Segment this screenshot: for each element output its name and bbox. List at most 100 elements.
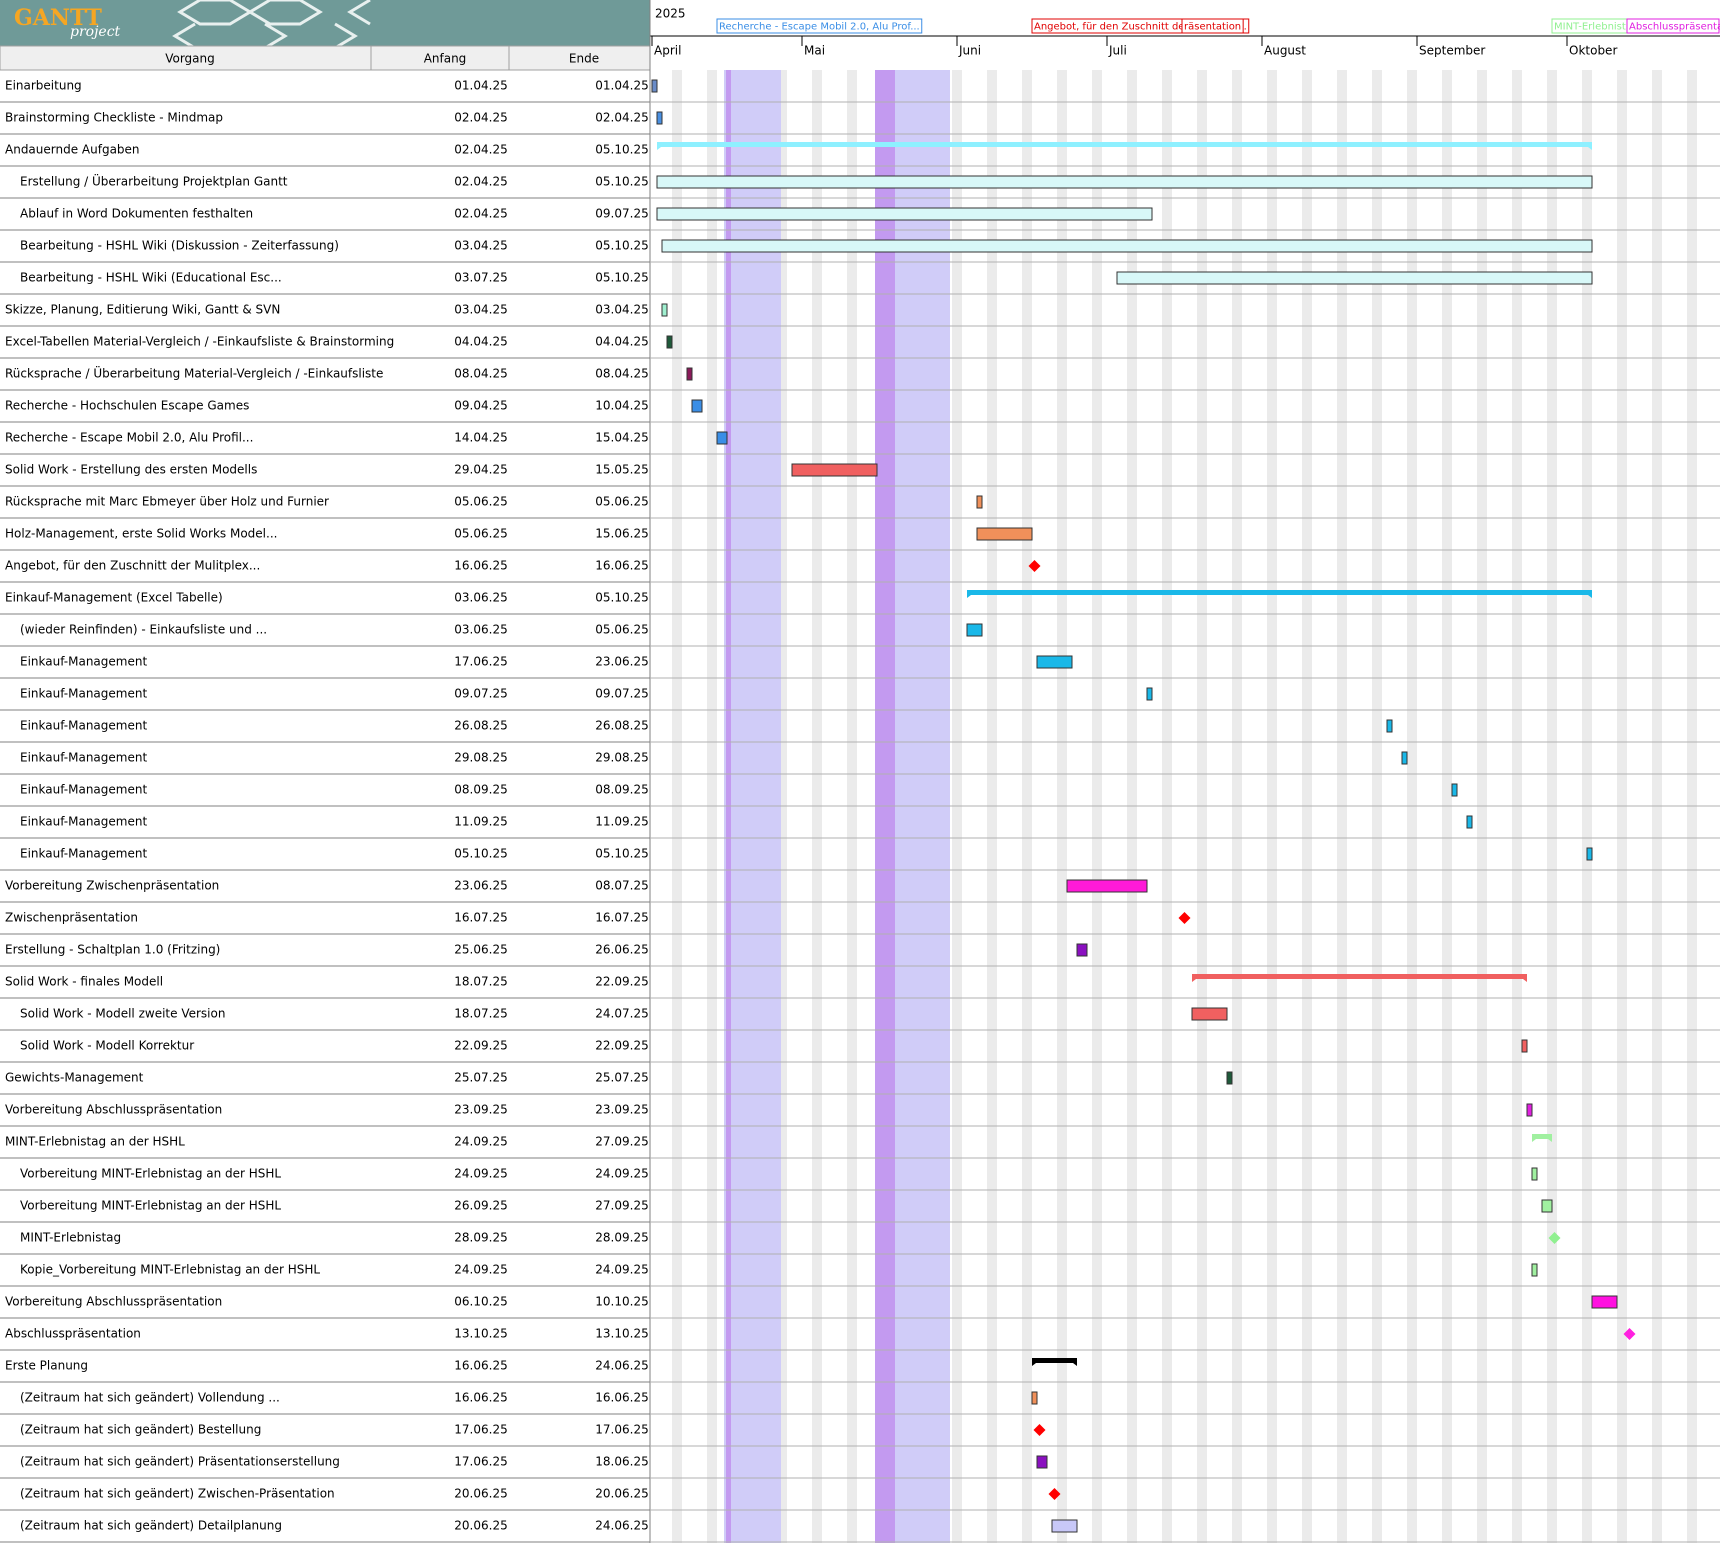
month-label: Oktober [1569, 44, 1617, 58]
task-start: 26.08.25 [454, 719, 507, 733]
task-name: Einkauf-Management [20, 815, 147, 829]
task-name: Zwischenpräsentation [5, 911, 138, 925]
task-start: 03.04.25 [454, 239, 507, 253]
task-name: MINT-Erlebnistag an der HSHL [5, 1135, 185, 1149]
task-name: Abschlusspräsentation [5, 1327, 141, 1341]
task-name: (Zeitraum hat sich geändert) Vollendung … [20, 1391, 280, 1405]
timeline-label-box [1626, 18, 1720, 34]
task-name: Vorbereitung Abschlusspräsentation [5, 1295, 222, 1309]
task-name: (Zeitraum hat sich geändert) Präsentatio… [20, 1455, 340, 1469]
task-end: 09.07.25 [595, 687, 648, 701]
task-start: 03.06.25 [454, 591, 507, 605]
task-bar [976, 495, 983, 509]
task-name: Einkauf-Management [20, 687, 147, 701]
task-bar [1466, 815, 1473, 829]
milestone [1178, 912, 1191, 924]
task-name: Vorbereitung Zwischenpräsentation [5, 879, 219, 893]
task-end: 05.10.25 [595, 271, 648, 285]
task-end: 16.07.25 [595, 911, 648, 925]
task-start: 23.06.25 [454, 879, 507, 893]
task-name: (Zeitraum hat sich geändert) Zwischen-Pr… [20, 1487, 335, 1501]
task-bar [1531, 1167, 1538, 1181]
task-start: 02.04.25 [454, 175, 507, 189]
task-name: MINT-Erlebnistag [20, 1231, 121, 1245]
task-bar [1031, 1391, 1038, 1405]
task-end: 24.06.25 [595, 1519, 648, 1533]
task-bar [1531, 1263, 1538, 1277]
task-start: 24.09.25 [454, 1263, 507, 1277]
task-start: 26.09.25 [454, 1199, 507, 1213]
task-start: 08.04.25 [454, 367, 507, 381]
task-end: 28.09.25 [595, 1231, 648, 1245]
task-name: Einkauf-Management (Excel Tabelle) [5, 591, 223, 605]
timeline-label-box [716, 18, 923, 34]
month-label: April [654, 44, 681, 58]
task-name: Ablauf in Word Dokumenten festhalten [20, 207, 253, 221]
task-name: Holz-Management, erste Solid Works Model… [5, 527, 277, 541]
task-start: 02.04.25 [454, 207, 507, 221]
task-start: 16.06.25 [454, 1359, 507, 1373]
task-name: Einarbeitung [5, 79, 82, 93]
task-start: 09.04.25 [454, 399, 507, 413]
task-end: 22.09.25 [595, 975, 648, 989]
task-end: 05.10.25 [595, 591, 648, 605]
summary-bar [967, 590, 1592, 598]
task-bar [1076, 943, 1088, 957]
task-end: 23.09.25 [595, 1103, 648, 1117]
task-end: 17.06.25 [595, 1423, 648, 1437]
task-end: 15.06.25 [595, 527, 648, 541]
task-start: 17.06.25 [454, 1455, 507, 1469]
task-start: 03.04.25 [454, 303, 507, 317]
task-end: 15.04.25 [595, 431, 648, 445]
task-name: Solid Work - Modell Korrektur [20, 1039, 194, 1053]
task-end: 08.07.25 [595, 879, 648, 893]
task-bar [716, 431, 728, 445]
month-label: August [1264, 44, 1306, 58]
task-bar [1036, 655, 1073, 669]
task-name: Erstellung - Schaltplan 1.0 (Fritzing) [5, 943, 220, 957]
task-start: 18.07.25 [454, 975, 507, 989]
milestone [1033, 1424, 1046, 1436]
task-name: Skizze, Planung, Editierung Wiki, Gantt … [5, 303, 280, 317]
task-name: Bearbeitung - HSHL Wiki (Educational Esc… [20, 271, 282, 285]
task-start: 16.06.25 [454, 559, 507, 573]
task-name: Einkauf-Management [20, 655, 147, 669]
task-start: 05.10.25 [454, 847, 507, 861]
task-start: 25.06.25 [454, 943, 507, 957]
task-start: 02.04.25 [454, 143, 507, 157]
task-end: 24.06.25 [595, 1359, 648, 1373]
task-bar [1591, 1295, 1618, 1309]
task-start: 20.06.25 [454, 1519, 507, 1533]
task-name: Angebot, für den Zuschnitt der Mulitplex… [5, 559, 260, 573]
task-bar [976, 527, 1033, 541]
timeline-label: Recherche - Escape Mobil 2.0, Alu Prof..… [719, 22, 920, 33]
task-end: 11.09.25 [595, 815, 648, 829]
task-end: 08.09.25 [595, 783, 648, 797]
task-name: Einkauf-Management [20, 751, 147, 765]
timeline-label-box [1181, 18, 1244, 34]
task-bar [1451, 783, 1458, 797]
task-end: 08.04.25 [595, 367, 648, 381]
summary-bar [657, 142, 1592, 150]
task-start: 04.04.25 [454, 335, 507, 349]
column-title: Ende [569, 52, 599, 66]
task-end: 16.06.25 [595, 559, 648, 573]
task-end: 05.10.25 [595, 175, 648, 189]
task-start: 24.09.25 [454, 1135, 507, 1149]
month-label: Mai [804, 44, 825, 58]
task-end: 05.10.25 [595, 847, 648, 861]
task-bar [1146, 687, 1153, 701]
task-bar [1586, 847, 1593, 861]
task-start: 16.06.25 [454, 1391, 507, 1405]
task-start: 14.04.25 [454, 431, 507, 445]
task-end: 05.06.25 [595, 495, 648, 509]
timeline-label: Angebot, für den Zuschnitt der Mulitplex… [1034, 22, 1247, 33]
column-title: Anfang [424, 52, 467, 66]
task-start: 03.06.25 [454, 623, 507, 637]
task-name: Solid Work - Erstellung des ersten Model… [5, 463, 257, 477]
summary-bar [1192, 974, 1527, 982]
task-start: 06.10.25 [454, 1295, 507, 1309]
task-start: 17.06.25 [454, 655, 507, 669]
task-end: 18.06.25 [595, 1455, 648, 1469]
